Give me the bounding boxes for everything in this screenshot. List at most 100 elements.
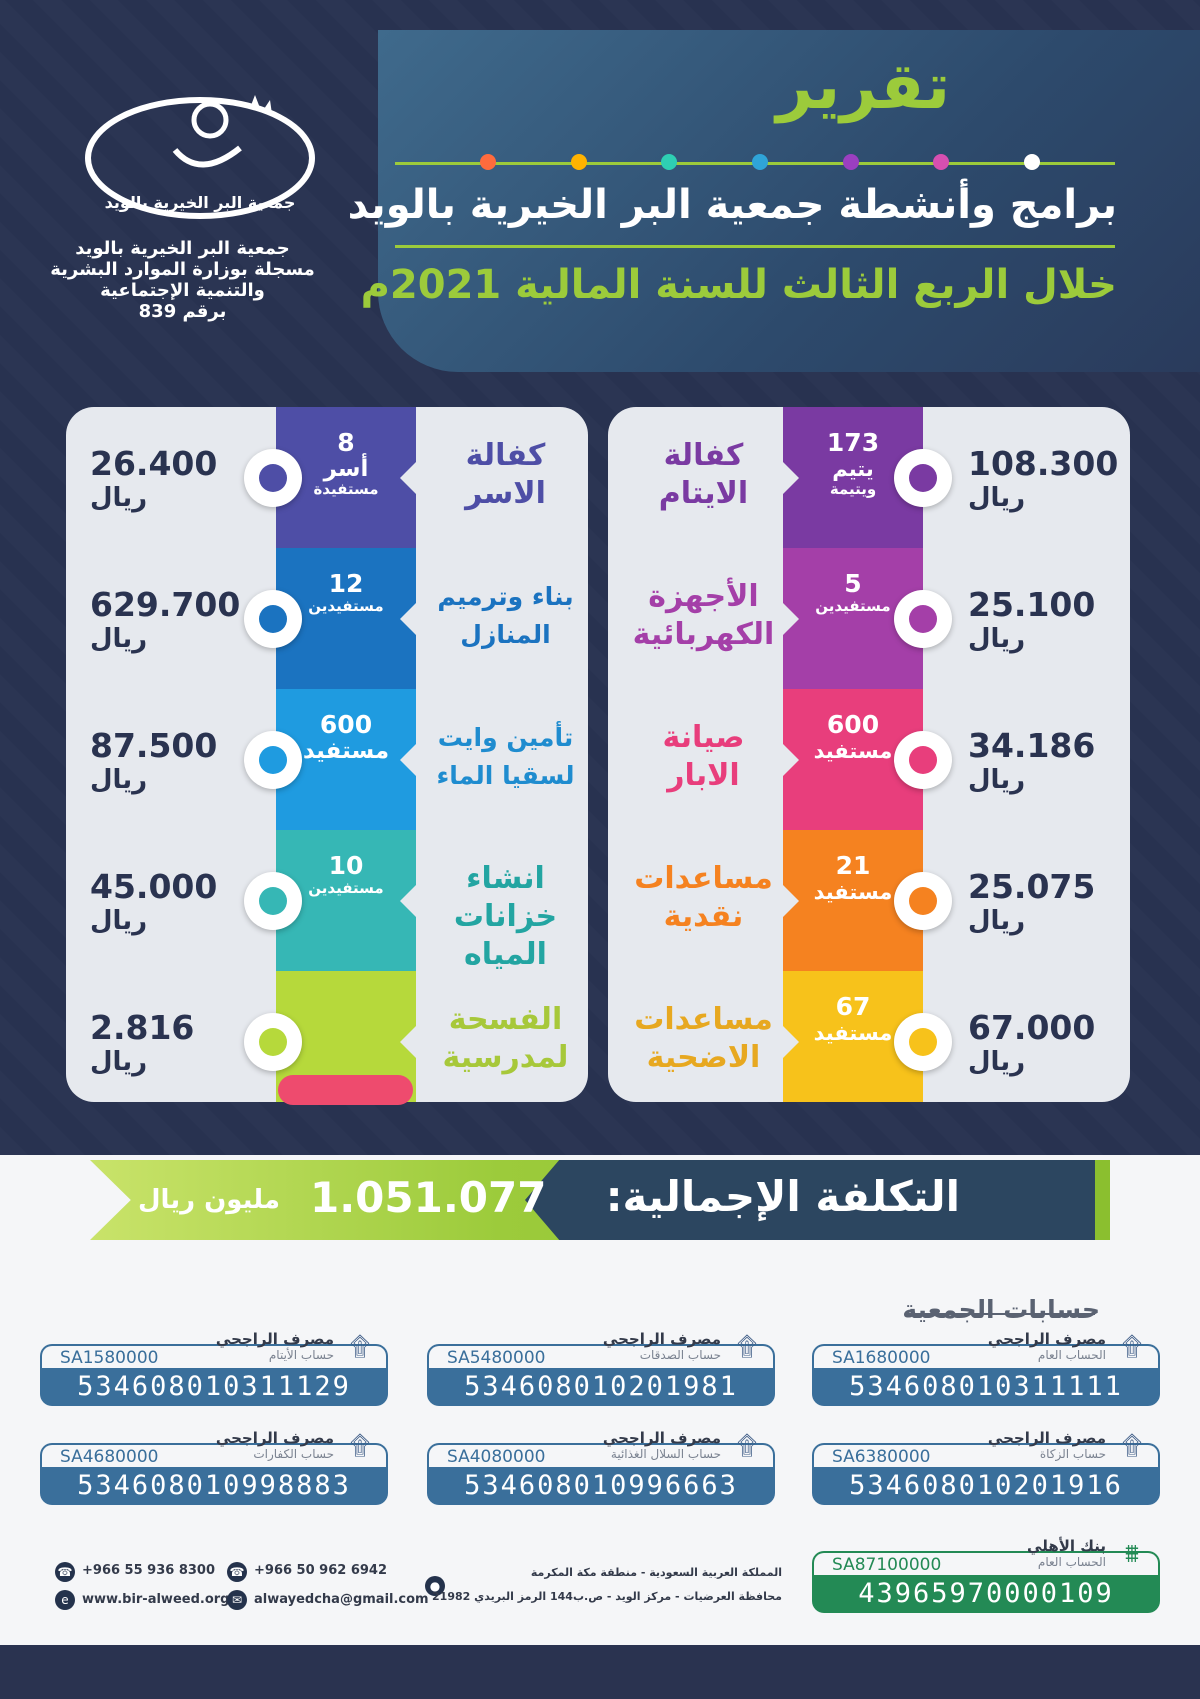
program-label-line-2: خزانات المياه [453,899,558,972]
program-amount: 25.100 ريال [968,588,1095,656]
account-iban-prefix-box: SA6380000 [812,1443,1160,1469]
program-count-unit: مستفيد [813,739,893,763]
account-number[interactable]: 534608010311129 [40,1368,388,1406]
program-marker [244,1013,302,1071]
program-amount: 26.400 ريال [90,447,217,515]
bank-logo-icon: ۩ [350,1431,370,1461]
program-amount-value: 2.816 [90,1008,195,1047]
program-label-line-1: كفالة [465,438,546,473]
total-cost-value: 1.051.077 [310,1173,547,1222]
bank-logo-icon: ۩ [1122,1431,1142,1461]
title-dot [933,154,950,170]
program-count-unit-secondary: مستفيدين [308,597,384,615]
program-amount-value: 26.400 [90,444,218,483]
program-amount-currency: ريال [968,906,1026,936]
account-number[interactable]: 534608010998883 [40,1467,388,1505]
account-name: حساب السلال الغذائية [610,1447,721,1461]
phone-number-2[interactable]: +966 50 962 6942 [254,1563,388,1578]
bank-name: مصرف الراجحي [602,1429,721,1447]
program-amount: 25.075 ريال [968,870,1095,938]
account-iban-prefix-box: SA4080000 [427,1443,775,1469]
strip-notch [400,1026,416,1058]
bank-name: مصرف الراجحي [602,1330,721,1348]
program-label-line-2: المنازل [460,620,551,649]
program-row: 67 مستفيد مساعدات الاضحية 67.000 ريال [608,971,1130,1102]
program-count: 5 [844,569,862,598]
email-link[interactable]: alwayedcha@gmail.com [254,1592,429,1607]
program-amount-value: 108.300 [968,444,1119,483]
program-amount-value: 34.186 [968,726,1096,765]
program-label-line-1: الفسحة [448,1002,563,1037]
program-label-line-1: بناء وترميم [437,582,574,611]
program-marker [894,1013,952,1071]
title-dot [1023,154,1040,170]
program-count-unit: مستفيد [813,1021,893,1045]
program-amount-value: 67.000 [968,1008,1096,1047]
program-amount: 2.816 ريال [90,1011,194,1079]
report-period: خلال الربع الثالث للسنة المالية 2021م [360,262,1117,308]
bank-account-card: SA5480000 ۩ مصرف الراجحي حساب الصدقات 534608… [427,1330,775,1410]
program-label: كفالة الاسر [418,437,588,513]
program-amount-currency: ريال [90,483,148,513]
program-amount-currency: ريال [968,1047,1026,1077]
program-amount: 45.000 ريال [90,870,217,938]
program-count-unit: يتيم [832,457,874,481]
bank-name: مصرف الراجحي [987,1330,1106,1348]
bank-logo-icon: ۩ [737,1431,757,1461]
globe-icon: e [55,1590,75,1610]
program-count: 8 [337,428,355,457]
bank-logo-icon: ۩ [737,1332,757,1362]
logo-text: جمعية البر الخيرية بالويد [105,193,296,212]
program-count-unit-secondary: مستفيدين [308,879,384,897]
account-number[interactable]: 534608010996663 [427,1467,775,1505]
account-number[interactable]: 534608010201916 [812,1467,1160,1505]
report-title: تقرير [776,50,950,124]
address-line-2: محافظة العرضيات - مركز الويد - ص.ب144 ال… [432,1590,782,1603]
red-marker-stroke [278,1075,413,1105]
bank-logo-icon: ⩩ [1125,1539,1139,1569]
bank-account-card: SA4680000 ۩ مصرف الراجحي حساب الكفارات 53460… [40,1429,388,1509]
account-number[interactable]: 534608010201981 [427,1368,775,1406]
account-name: الحساب العام [1037,1348,1106,1362]
account-iban-prefix: SA87100000 [832,1555,948,1575]
subtitle-divider [395,245,1115,248]
program-label-line-2: الاضحية [646,1040,761,1075]
program-label-line-2: نقدية [663,899,744,934]
program-amount-currency: ريال [968,624,1026,654]
program-row: 8 أسر مستفيدة كفالة الاسر 26.400 ريال [66,407,588,548]
program-row: 600 مستفيد صيانة الابار 34.186 ريال [608,689,1130,830]
account-number[interactable]: 43965970000109 [812,1575,1160,1613]
account-iban-prefix: SA6380000 [832,1447,937,1467]
program-marker [894,872,952,930]
program-amount-currency: ريال [90,1047,148,1077]
program-label-line-2: الكهربائية [632,617,775,652]
phone-number-1[interactable]: +966 55 936 8300 [82,1563,216,1578]
bank-name: بنك الأهلي [1027,1537,1106,1555]
account-iban-prefix-box: SA5480000 [427,1344,775,1370]
program-label-line-2: الابار [667,758,740,793]
program-count: 10 [328,851,364,880]
org-line: برقم 839 [138,301,227,322]
program-amount-currency: ريال [90,624,148,654]
org-line: مسجلة بوزارة الموارد البشرية [50,259,315,280]
account-number[interactable]: 534608010311111 [812,1368,1160,1406]
account-name: حساب الزكاة [1039,1447,1106,1461]
website-link[interactable]: www.bir-alweed.org [82,1592,230,1607]
bank-name: مصرف الراجحي [215,1429,334,1447]
account-name: الحساب العام [1037,1555,1106,1569]
program-row: 12 مستفيدين بناء وترميم المنازل 629.700 ريال [66,548,588,689]
program-marker [244,731,302,789]
strip-notch [783,1026,799,1058]
program-count-unit: مستفيد [302,738,390,764]
program-label-line-1: مساعدات [634,861,773,896]
program-amount-currency: ريال [968,765,1026,795]
program-label-line-1: كفالة [663,438,744,473]
program-label: انشاء خزانات المياه [418,860,588,974]
program-count-unit: مستفيد [813,880,893,904]
program-label: الفسحة لمدرسية [418,1001,588,1077]
programs-panel-left: 8 أسر مستفيدة كفالة الاسر 26.400 ريال 12 مستفيدي… [66,407,588,1102]
program-amount-value: 629.700 [90,585,241,624]
program-label-line-1: الأجهزة [648,579,759,614]
bank-name: مصرف الراجحي [215,1330,334,1348]
program-label: مساعدات الاضحية [616,1001,791,1077]
